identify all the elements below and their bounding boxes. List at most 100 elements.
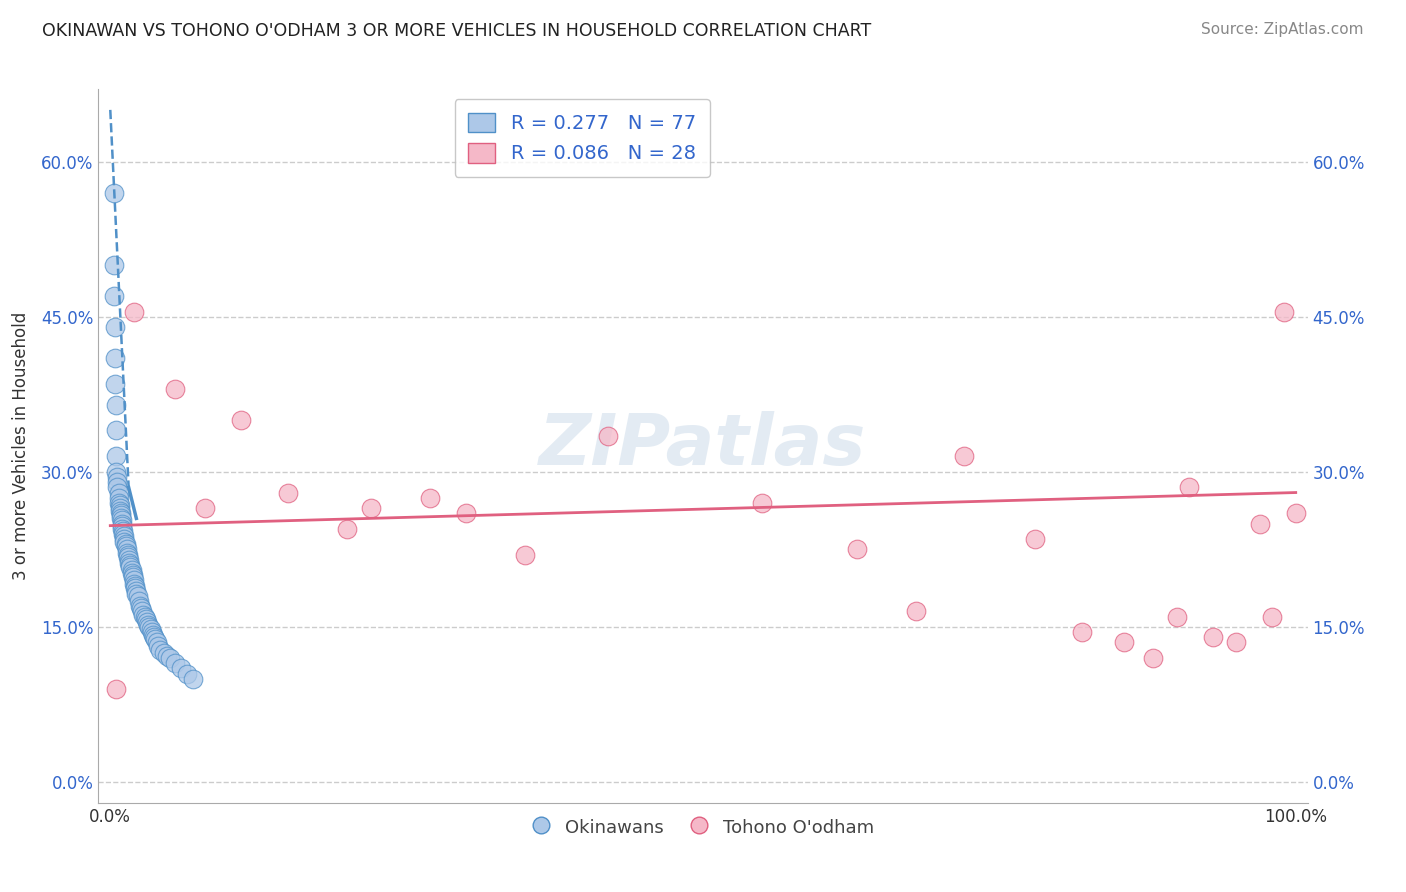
Legend: Okinawans, Tohono O'odham: Okinawans, Tohono O'odham: [524, 811, 882, 844]
Point: [129, 599, 152, 614]
Point: [117, 548, 139, 562]
Point: [129, 601, 152, 615]
Point: [111, 516, 134, 531]
Point: [132, 607, 155, 622]
Text: ZIPatlas: ZIPatlas: [540, 411, 866, 481]
Y-axis label: 3 or more Vehicles in Household: 3 or more Vehicles in Household: [11, 312, 30, 580]
Point: [111, 522, 134, 536]
Point: [1071, 625, 1094, 640]
Point: [103, 186, 125, 200]
Point: [110, 506, 132, 520]
Point: [112, 524, 135, 538]
Point: [107, 496, 129, 510]
Point: [1249, 516, 1271, 531]
Point: [125, 587, 148, 601]
Point: [112, 527, 135, 541]
Point: [1202, 630, 1225, 644]
Point: [143, 632, 166, 647]
Point: [107, 485, 129, 500]
Point: [1285, 506, 1308, 520]
Point: [125, 583, 148, 598]
Point: [105, 424, 128, 438]
Point: [141, 625, 163, 640]
Point: [114, 537, 136, 551]
Point: [170, 661, 193, 675]
Point: [105, 398, 128, 412]
Point: [105, 480, 128, 494]
Point: [751, 496, 773, 510]
Point: [105, 450, 128, 464]
Point: [111, 518, 134, 533]
Point: [149, 642, 172, 657]
Point: [176, 666, 198, 681]
Point: [124, 579, 146, 593]
Point: [165, 656, 187, 670]
Point: [360, 501, 382, 516]
Point: [115, 545, 138, 559]
Point: [336, 522, 359, 536]
Point: [104, 320, 127, 334]
Point: [165, 382, 187, 396]
Point: [136, 618, 159, 632]
Point: [142, 628, 165, 642]
Point: [122, 574, 145, 588]
Point: [1261, 609, 1284, 624]
Point: [121, 563, 143, 577]
Point: [128, 594, 150, 608]
Point: [120, 560, 142, 574]
Point: [1272, 304, 1295, 318]
Point: [159, 651, 181, 665]
Point: [107, 491, 129, 505]
Point: [194, 501, 217, 516]
Point: [120, 558, 142, 572]
Point: [115, 542, 138, 557]
Point: [134, 609, 156, 624]
Point: [1024, 532, 1046, 546]
Point: [110, 508, 132, 523]
Point: [105, 681, 128, 696]
Point: [122, 576, 145, 591]
Point: [114, 529, 136, 543]
Point: [952, 450, 974, 464]
Point: [111, 513, 134, 527]
Point: [105, 475, 128, 490]
Point: [121, 568, 143, 582]
Point: [143, 630, 166, 644]
Point: [598, 428, 620, 442]
Point: [454, 506, 477, 520]
Point: [114, 539, 136, 553]
Point: [104, 376, 127, 391]
Point: [121, 570, 143, 584]
Point: [104, 351, 127, 365]
Point: [181, 672, 204, 686]
Text: OKINAWAN VS TOHONO O'ODHAM 3 OR MORE VEHICLES IN HOUSEHOLD CORRELATION CHART: OKINAWAN VS TOHONO O'ODHAM 3 OR MORE VEH…: [42, 22, 872, 40]
Point: [139, 622, 162, 636]
Point: [1225, 635, 1247, 649]
Point: [138, 620, 160, 634]
Point: [105, 465, 128, 479]
Point: [905, 605, 928, 619]
Point: [1178, 480, 1201, 494]
Point: [229, 413, 252, 427]
Point: [152, 646, 174, 660]
Point: [121, 566, 143, 581]
Point: [1142, 651, 1164, 665]
Point: [1166, 609, 1188, 624]
Point: [146, 639, 169, 653]
Point: [108, 501, 131, 516]
Point: [1112, 635, 1135, 649]
Point: [110, 511, 132, 525]
Point: [103, 289, 125, 303]
Point: [108, 498, 131, 512]
Point: [118, 553, 141, 567]
Point: [124, 581, 146, 595]
Point: [118, 556, 141, 570]
Point: [419, 491, 441, 505]
Point: [515, 548, 537, 562]
Point: [114, 535, 136, 549]
Point: [105, 470, 128, 484]
Point: [846, 542, 869, 557]
Point: [127, 589, 149, 603]
Text: Source: ZipAtlas.com: Source: ZipAtlas.com: [1201, 22, 1364, 37]
Point: [103, 258, 125, 272]
